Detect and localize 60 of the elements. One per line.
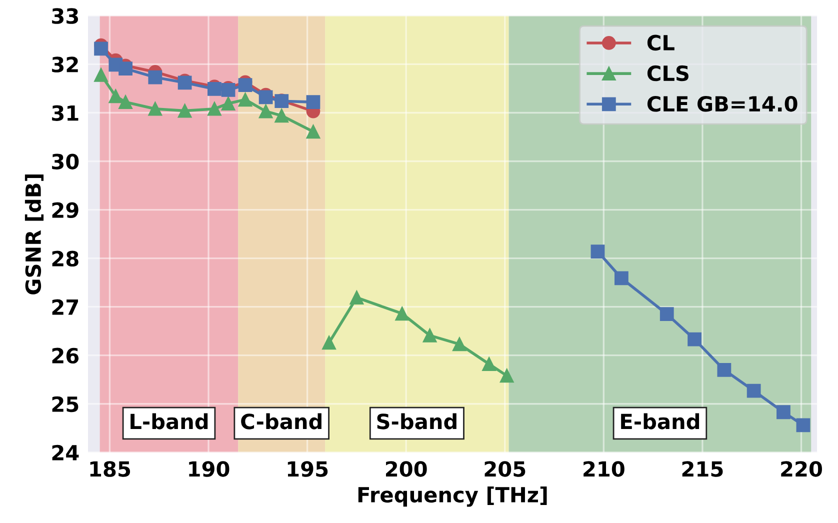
point xyxy=(500,368,514,383)
point xyxy=(258,90,273,104)
y-tick-label: 28 xyxy=(52,250,78,267)
point xyxy=(118,95,132,110)
point xyxy=(350,290,364,305)
x-tick-label: 210 xyxy=(584,461,624,477)
y-tick-label: 33 xyxy=(52,8,78,24)
point xyxy=(148,70,162,84)
x-axis-title: Frequency [THz] xyxy=(358,486,547,507)
y-tick-label: 29 xyxy=(52,202,78,218)
point xyxy=(178,104,192,118)
x-tick-label: 205 xyxy=(484,461,526,477)
point xyxy=(94,68,108,82)
legend-label: CLE GB=14.0 xyxy=(647,96,798,112)
point xyxy=(590,244,605,258)
band-label: C-band xyxy=(241,413,322,430)
point xyxy=(395,306,410,321)
x-tick-label: 215 xyxy=(682,461,723,477)
point xyxy=(306,95,320,110)
point xyxy=(108,89,123,104)
point xyxy=(221,96,236,110)
point xyxy=(118,62,132,76)
y-tick-label: 27 xyxy=(52,299,78,315)
x-tick-label: 200 xyxy=(386,461,427,477)
point xyxy=(238,92,252,107)
y-tick-label: 30 xyxy=(52,154,79,170)
y-tick-label: 26 xyxy=(52,348,79,364)
point xyxy=(258,104,273,118)
point xyxy=(207,82,222,96)
y-tick-label: 25 xyxy=(52,396,78,412)
point xyxy=(274,108,289,123)
point xyxy=(322,336,336,350)
band-label: L-band xyxy=(130,413,208,430)
point xyxy=(717,362,732,377)
band-label: E-band xyxy=(621,413,700,430)
y-tick-label: 24 xyxy=(52,444,79,460)
point xyxy=(238,78,252,92)
x-tick-label: 185 xyxy=(90,461,130,477)
legend-label: CL xyxy=(647,34,674,51)
point xyxy=(796,418,810,432)
y-tick-label: 31 xyxy=(52,105,78,121)
point xyxy=(688,332,702,346)
x-tick-label: 195 xyxy=(288,461,328,477)
point xyxy=(452,337,466,352)
point xyxy=(207,102,222,116)
point xyxy=(422,328,437,342)
band-label: S-band xyxy=(377,413,456,430)
y-axis-title: GSNR [dB] xyxy=(24,174,44,294)
x-tick-label: 190 xyxy=(189,461,230,477)
y-tick-label: 32 xyxy=(52,56,78,72)
point xyxy=(660,307,674,322)
point xyxy=(94,42,108,56)
legend-label: CLS xyxy=(647,65,688,82)
x-tick-label: 220 xyxy=(781,461,822,477)
point xyxy=(776,405,790,420)
point xyxy=(614,271,628,286)
point xyxy=(306,124,320,139)
point xyxy=(746,384,761,398)
point xyxy=(148,102,162,116)
point xyxy=(482,357,496,372)
